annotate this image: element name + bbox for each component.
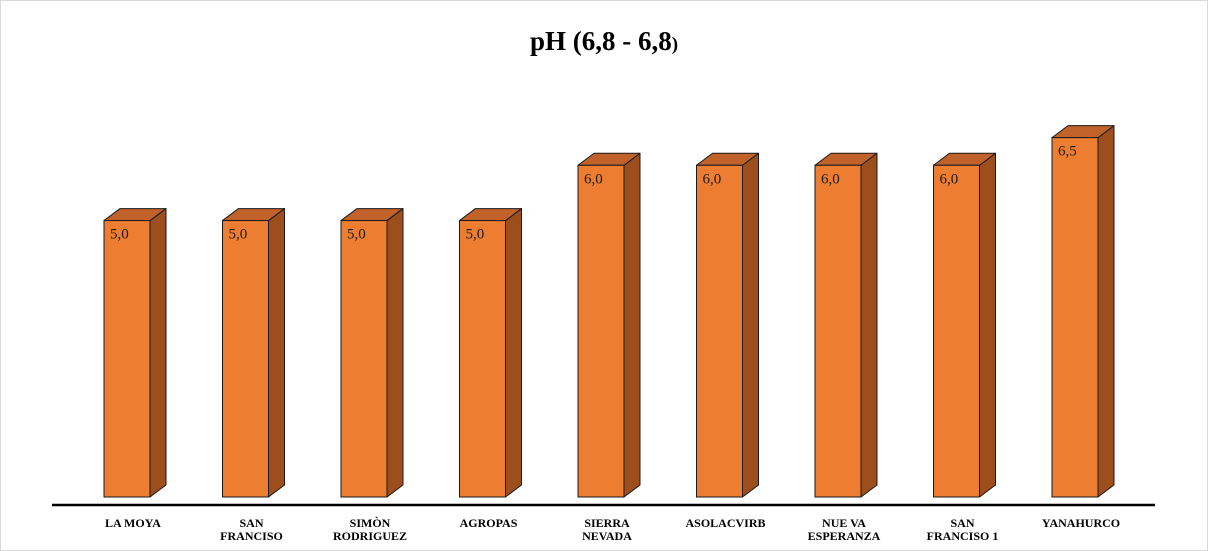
bar-group: 6,0: [814, 152, 878, 498]
bar: [1051, 137, 1099, 498]
bar: [340, 220, 388, 498]
chart-title-close: ): [671, 34, 679, 55]
bar-group: 5,0: [340, 208, 404, 498]
data-label: 6,0: [940, 171, 959, 187]
chart-title: pH (6,8 - 6,8): [0, 26, 1208, 57]
bar-side: [268, 208, 285, 498]
bar-side: [979, 152, 996, 498]
bar-side: [386, 208, 404, 498]
data-label: 6,0: [584, 171, 603, 187]
bar: [222, 220, 269, 498]
bar-side: [623, 152, 641, 498]
data-label: 6,0: [821, 171, 840, 187]
bar-group: 5,0: [459, 208, 522, 498]
bar-group: 5,0: [103, 208, 167, 498]
category-label: SAN FRANCISO 1: [927, 516, 999, 543]
bar: [814, 164, 862, 498]
bar-group: 6,0: [933, 152, 996, 498]
category-label: ASOLACVIRB: [685, 516, 765, 530]
data-label: 5,0: [229, 227, 248, 243]
data-label: 5,0: [347, 227, 366, 243]
data-label: 6,0: [703, 171, 722, 187]
bar: [577, 164, 625, 498]
category-label: YANAHURCO: [1042, 516, 1120, 530]
data-label: 5,0: [466, 227, 485, 243]
category-label: SAN FRANCISO: [220, 516, 283, 543]
bar: [696, 164, 743, 498]
bar-group: 6,5: [1051, 125, 1115, 498]
bar-group: 5,0: [222, 208, 285, 498]
bar-side: [149, 208, 167, 498]
data-label: 5,0: [110, 227, 129, 243]
bar: [933, 164, 980, 498]
category-label: SIERRA NEVADA: [582, 516, 632, 543]
bar-side: [860, 152, 878, 498]
data-label: 6,5: [1058, 144, 1077, 160]
bar: [103, 220, 151, 498]
bar: [459, 220, 506, 498]
bar-side: [742, 152, 759, 498]
chart-title-text: pH (6,8 - 6,8: [529, 26, 672, 56]
category-label: AGROPAS: [460, 516, 518, 530]
category-label: NUE VA ESPERANZA: [808, 516, 881, 543]
bar-group: 6,0: [696, 152, 759, 498]
category-label: SIMÒN RODRIGUEZ: [333, 516, 407, 543]
bar-side: [1097, 125, 1115, 498]
category-label: LA MOYA: [105, 516, 161, 530]
bar-group: 6,0: [577, 152, 641, 498]
bar-side: [505, 208, 522, 498]
